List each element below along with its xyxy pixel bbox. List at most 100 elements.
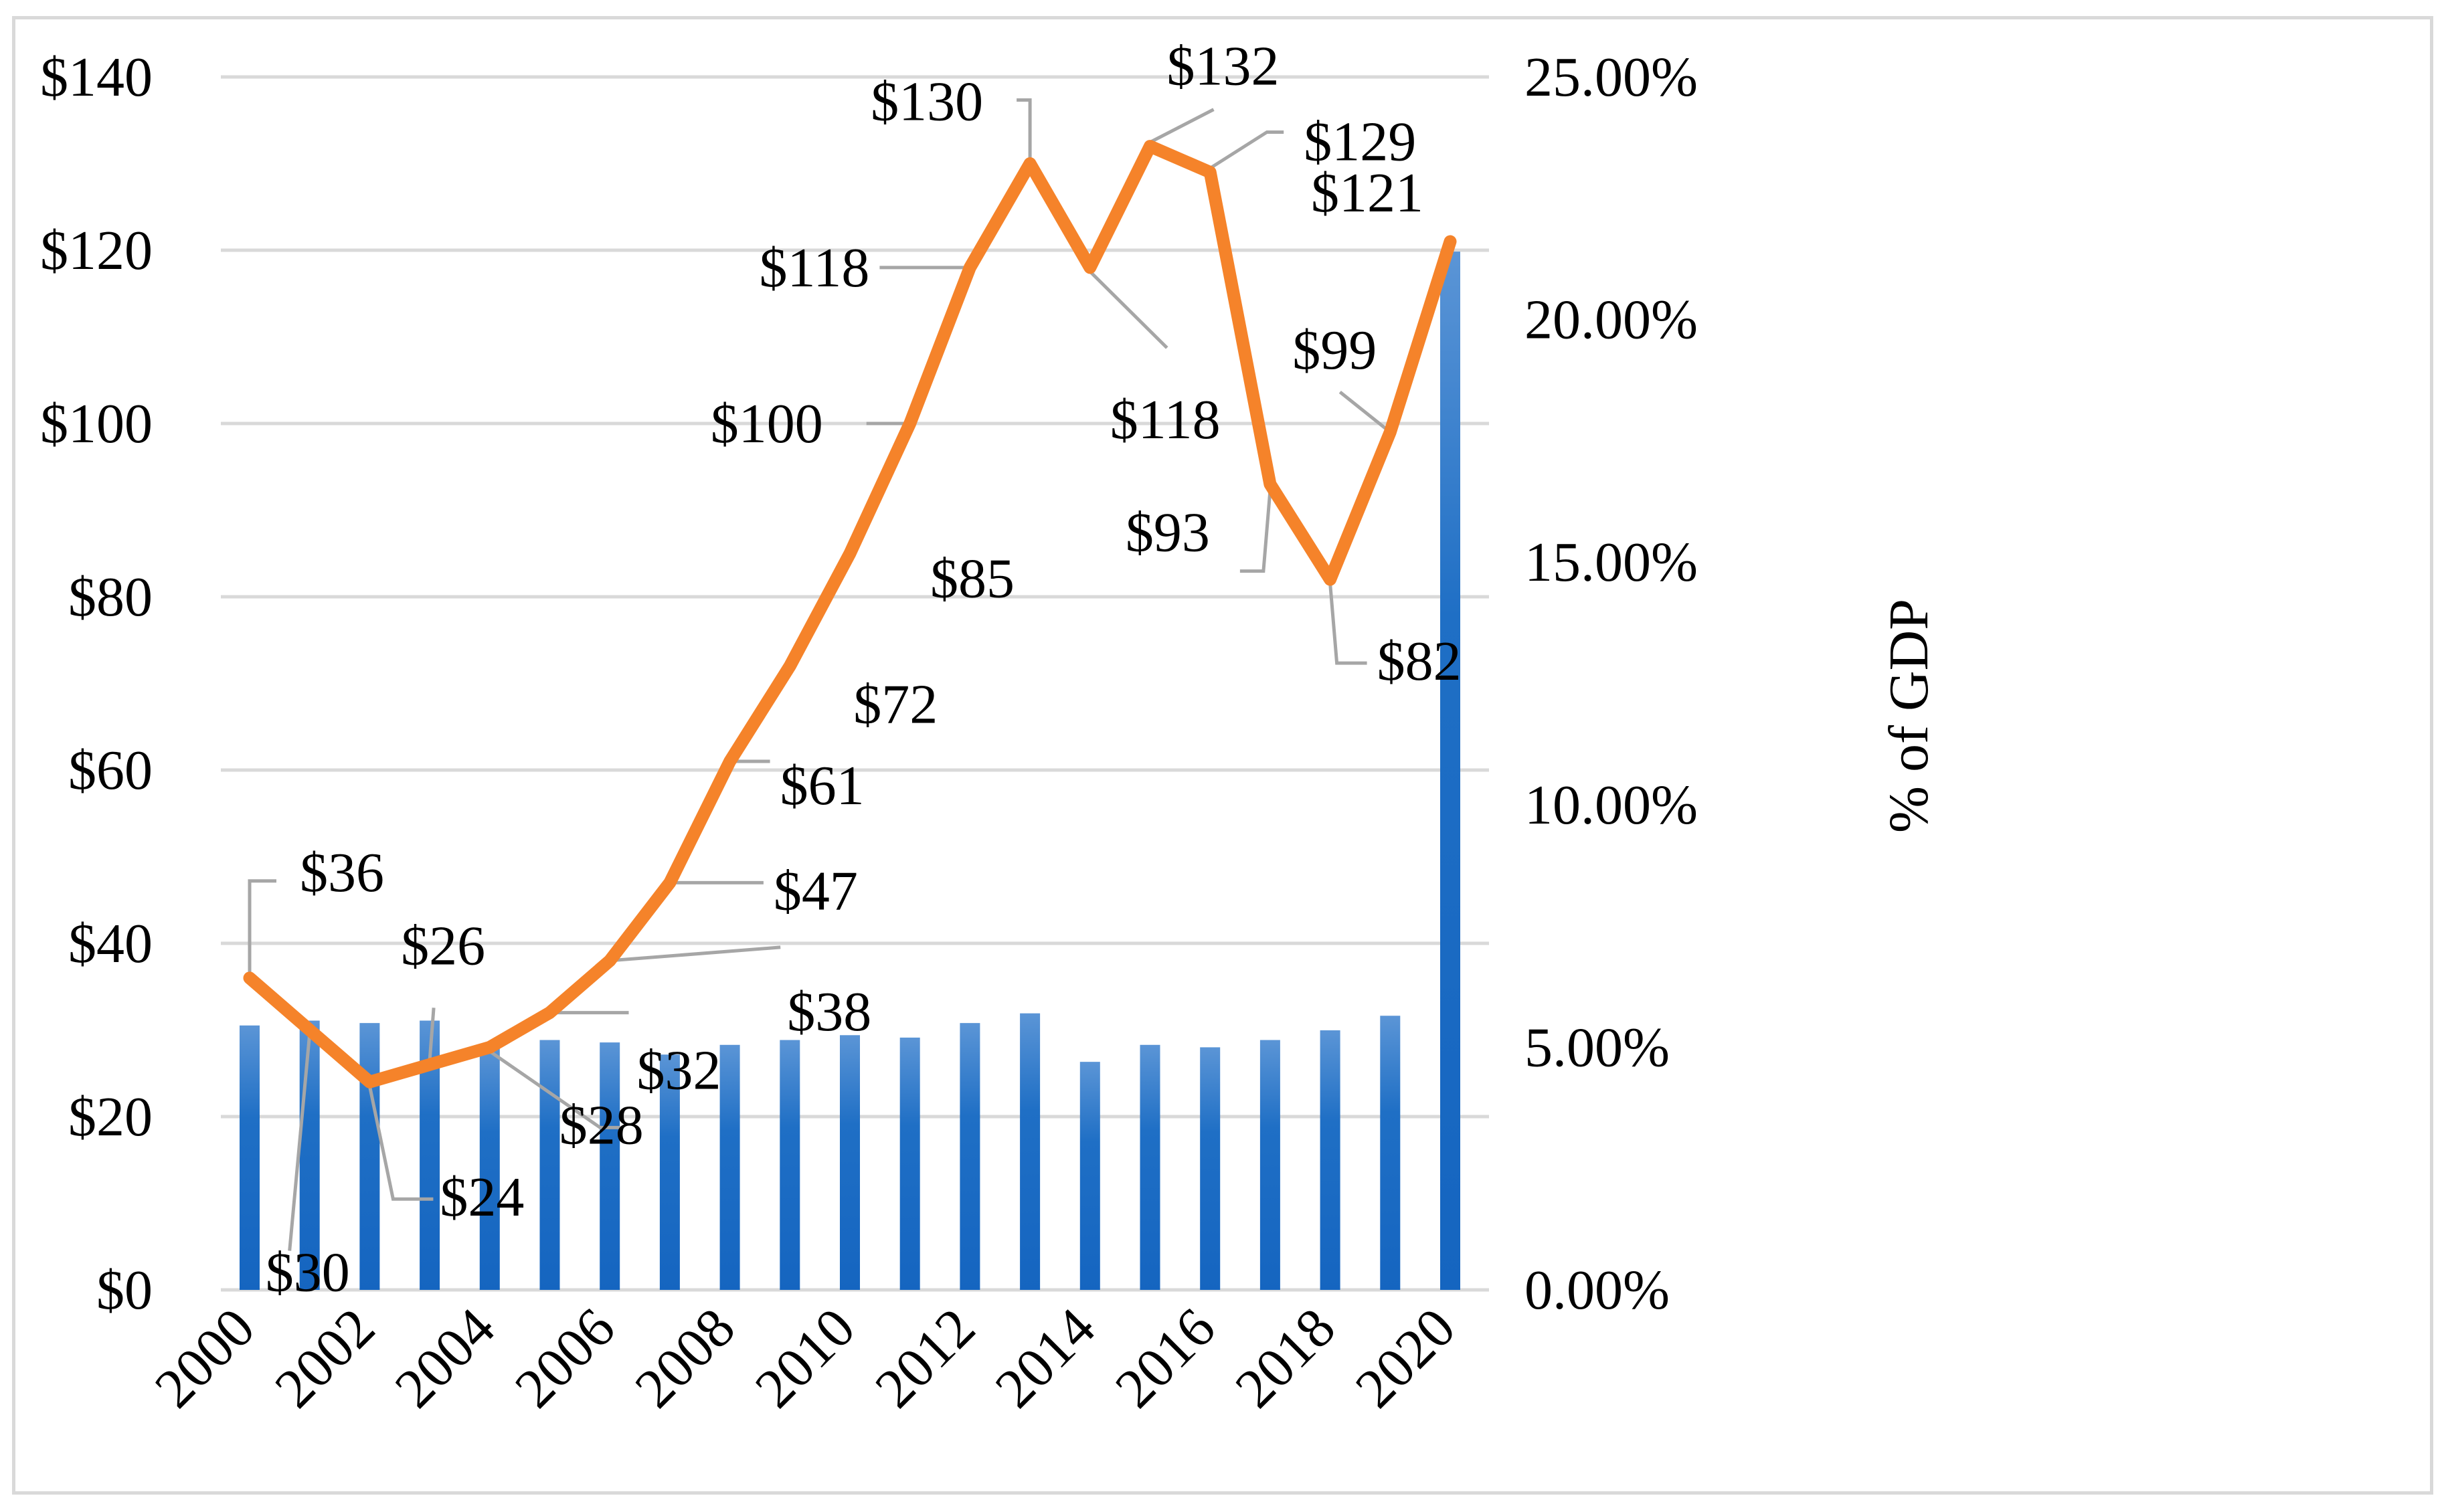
x-tick-label: 2016 bbox=[1104, 1297, 1227, 1420]
bar-2013 bbox=[1020, 1013, 1041, 1290]
point-2001 bbox=[309, 1029, 311, 1031]
right-tick-label: 5.00% bbox=[1524, 1016, 1670, 1078]
data-label-2003: $26 bbox=[401, 915, 485, 977]
left-tick-label: $0 bbox=[96, 1259, 153, 1321]
leader-line bbox=[428, 1008, 436, 1061]
leader-line bbox=[1089, 270, 1168, 349]
x-tick-label: 2010 bbox=[744, 1297, 867, 1420]
right-axis-title: % of GDP bbox=[1878, 599, 1940, 833]
leader-line bbox=[288, 1034, 312, 1251]
data-label-2012: $118 bbox=[760, 237, 870, 299]
point-2008 bbox=[729, 761, 731, 763]
left-tick-label: $60 bbox=[68, 739, 153, 801]
right-tick-label: 15.00% bbox=[1524, 531, 1698, 593]
data-label-2011: $100 bbox=[711, 393, 823, 455]
bar-series-gdp bbox=[240, 252, 1460, 1290]
leader-line bbox=[1338, 390, 1391, 434]
data-label-2017: $93 bbox=[1126, 502, 1210, 564]
data-label-2002: $24 bbox=[440, 1166, 524, 1228]
point-2010 bbox=[849, 553, 851, 555]
bar-2004 bbox=[479, 1047, 500, 1290]
point-2004 bbox=[489, 1046, 491, 1048]
leader-line bbox=[367, 1085, 434, 1201]
bar-2009 bbox=[780, 1040, 800, 1290]
point-2017 bbox=[1269, 483, 1271, 485]
leader-line bbox=[489, 1050, 620, 1129]
bar-2019 bbox=[1380, 1016, 1401, 1290]
data-label-2009: $72 bbox=[853, 674, 938, 736]
x-tick-label: 2008 bbox=[623, 1297, 747, 1420]
left-axis-ticks: $0 $20 $40 $60 $80 $100 $120 $140 bbox=[40, 46, 153, 1321]
bar-2005 bbox=[539, 1040, 560, 1290]
x-tick-label: 2006 bbox=[503, 1297, 627, 1420]
point-2014 bbox=[1089, 266, 1091, 268]
left-tick-label: $120 bbox=[40, 219, 153, 282]
right-tick-label: 25.00% bbox=[1524, 46, 1698, 108]
bar-2018 bbox=[1320, 1030, 1340, 1290]
leader-line bbox=[1239, 490, 1272, 573]
leader-line bbox=[1149, 108, 1215, 144]
right-tick-label: 10.00% bbox=[1524, 774, 1698, 836]
bar-2014 bbox=[1079, 1062, 1100, 1290]
right-tick-label: 20.00% bbox=[1524, 289, 1698, 351]
line-series-spending bbox=[243, 140, 1457, 1089]
bar-2006 bbox=[600, 1042, 620, 1290]
right-tick-label: 0.00% bbox=[1524, 1259, 1670, 1321]
leader-line bbox=[1328, 583, 1367, 665]
data-label-2005: $32 bbox=[637, 1040, 721, 1102]
x-tick-label: 2000 bbox=[143, 1297, 267, 1420]
point-2006 bbox=[609, 959, 611, 961]
leader-line bbox=[1209, 130, 1284, 170]
x-tick-label: 2020 bbox=[1344, 1297, 1468, 1420]
data-label-2019: $99 bbox=[1292, 319, 1377, 381]
x-tick-label: 2012 bbox=[863, 1297, 987, 1420]
data-label-2020: $121 bbox=[1311, 162, 1423, 224]
point-2003 bbox=[429, 1064, 431, 1066]
data-label-2006: $38 bbox=[787, 981, 871, 1043]
right-axis-ticks: 0.00% 5.00% 10.00% 15.00% 20.00% 25.00% bbox=[1524, 46, 1698, 1321]
bar-2017 bbox=[1259, 1040, 1280, 1290]
point-2002 bbox=[369, 1081, 371, 1083]
data-label-2016: $129 bbox=[1304, 110, 1416, 173]
bar-2015 bbox=[1140, 1044, 1160, 1290]
data-label-2001: $30 bbox=[266, 1242, 350, 1304]
bar-2001 bbox=[299, 1020, 320, 1290]
data-label-2014: $118 bbox=[1110, 389, 1221, 451]
left-tick-label: $100 bbox=[40, 393, 153, 455]
x-tick-label: 2004 bbox=[383, 1297, 507, 1420]
data-label-2004: $28 bbox=[559, 1094, 644, 1156]
data-labels: $36 $30 $24 $26 $28$32 $38 $47 $61 $72 $85 $100 $11… bbox=[266, 35, 1462, 1304]
point-2011 bbox=[909, 423, 911, 424]
bar-2010 bbox=[840, 1035, 860, 1290]
left-tick-label: $80 bbox=[68, 566, 153, 628]
leader-line bbox=[610, 945, 781, 963]
x-tick-label: 2002 bbox=[263, 1297, 387, 1420]
bar-2011 bbox=[899, 1037, 920, 1290]
left-tick-label: $20 bbox=[68, 1086, 153, 1148]
bar-2002 bbox=[359, 1023, 380, 1290]
point-2016 bbox=[1209, 171, 1211, 173]
leader-line bbox=[1017, 98, 1032, 160]
left-tick-label: $140 bbox=[40, 46, 153, 108]
point-2000 bbox=[249, 977, 250, 979]
bar-2016 bbox=[1200, 1047, 1221, 1290]
left-tick-label: $40 bbox=[68, 913, 153, 975]
bar-2000 bbox=[240, 1025, 260, 1290]
bar-2020 bbox=[1440, 252, 1460, 1290]
point-2013 bbox=[1029, 163, 1031, 165]
leader-line bbox=[248, 879, 276, 974]
x-tick-label: 2018 bbox=[1223, 1297, 1347, 1420]
data-label-2013: $130 bbox=[871, 71, 983, 133]
data-label-2015: $132 bbox=[1167, 35, 1280, 98]
bar-2008 bbox=[719, 1044, 740, 1290]
data-label-2008: $61 bbox=[780, 755, 865, 817]
point-2007 bbox=[669, 882, 671, 884]
x-tick-label: 2014 bbox=[984, 1297, 1108, 1420]
point-2020 bbox=[1450, 241, 1451, 243]
bar-2012 bbox=[960, 1023, 980, 1290]
data-label-2010: $85 bbox=[930, 547, 1015, 609]
x-axis-ticks: 2000200220042006200820102012201420162018… bbox=[143, 1297, 1468, 1420]
point-2012 bbox=[969, 266, 971, 268]
point-2015 bbox=[1149, 145, 1151, 147]
